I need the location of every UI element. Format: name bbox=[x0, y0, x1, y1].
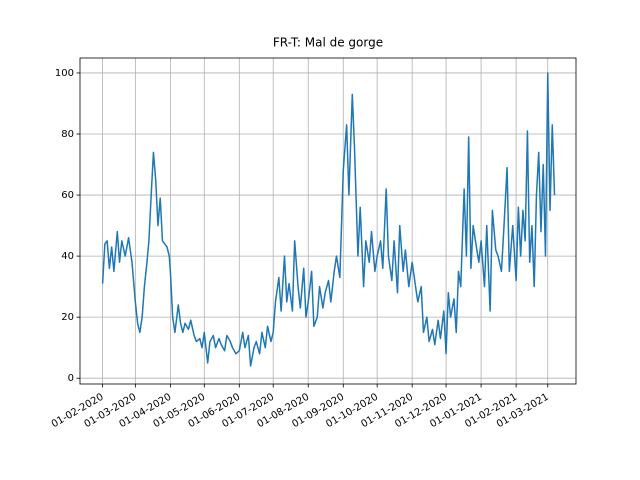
y-tick-label: 60 bbox=[61, 190, 74, 201]
chart-title: FR-T: Mal de gorge bbox=[273, 36, 383, 50]
plot-area: 02040608010001-02-202001-03-202001-04-20… bbox=[50, 58, 576, 430]
y-tick-label: 100 bbox=[55, 68, 74, 79]
axes-frame bbox=[79, 57, 577, 385]
y-tick-label: 0 bbox=[68, 373, 74, 384]
y-tick-label: 20 bbox=[61, 312, 74, 323]
y-tick-label: 40 bbox=[61, 251, 74, 262]
data-line bbox=[101, 72, 556, 367]
y-tick-label: 80 bbox=[61, 129, 74, 140]
